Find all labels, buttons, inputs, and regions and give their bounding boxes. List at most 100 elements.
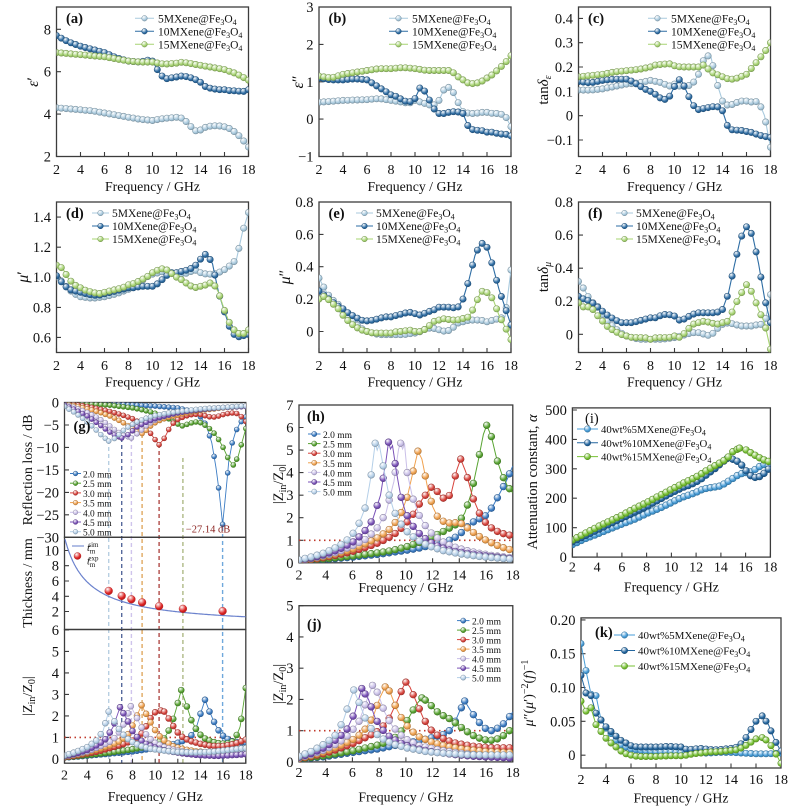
svg-text:0: 0 bbox=[286, 755, 293, 771]
svg-text:15MXene@Fe3O4: 15MXene@Fe3O4 bbox=[376, 234, 460, 248]
svg-text:4: 4 bbox=[599, 163, 606, 178]
svg-text:3.0 mm: 3.0 mm bbox=[83, 490, 112, 500]
svg-text:10: 10 bbox=[668, 359, 682, 374]
svg-text:2: 2 bbox=[578, 773, 585, 788]
svg-text:10: 10 bbox=[408, 359, 422, 374]
svg-text:12: 12 bbox=[692, 359, 706, 374]
svg-text:−10: −10 bbox=[36, 440, 59, 456]
svg-text:8: 8 bbox=[643, 561, 650, 576]
svg-text:14: 14 bbox=[194, 769, 208, 784]
svg-text:4.0 mm: 4.0 mm bbox=[472, 656, 502, 666]
svg-text:tanδμ: tanδμ bbox=[536, 262, 554, 292]
svg-text:6: 6 bbox=[44, 65, 51, 81]
svg-text:12: 12 bbox=[689, 561, 703, 576]
svg-text:5: 5 bbox=[286, 599, 293, 615]
svg-text:14: 14 bbox=[452, 766, 466, 781]
svg-text:tmsim: tmsim bbox=[87, 541, 99, 556]
svg-text:8: 8 bbox=[388, 163, 395, 178]
svg-text:16: 16 bbox=[749, 773, 763, 788]
svg-text:6: 6 bbox=[101, 359, 108, 374]
svg-text:|Zin/Z0|: |Zin/Z0| bbox=[271, 664, 289, 704]
svg-text:6: 6 bbox=[52, 574, 59, 590]
svg-text:4.5 mm: 4.5 mm bbox=[472, 665, 502, 675]
svg-text:4: 4 bbox=[599, 359, 606, 374]
svg-text:5MXene@Fe3O4: 5MXene@Fe3O4 bbox=[158, 13, 237, 27]
svg-text:1: 1 bbox=[286, 533, 293, 549]
svg-text:2: 2 bbox=[44, 150, 51, 166]
svg-text:0: 0 bbox=[52, 752, 59, 768]
svg-text:(g): (g) bbox=[74, 419, 91, 435]
svg-text:0.6: 0.6 bbox=[555, 228, 573, 244]
svg-text:4: 4 bbox=[603, 773, 610, 788]
svg-text:4: 4 bbox=[322, 766, 329, 781]
svg-text:18: 18 bbox=[242, 359, 256, 374]
svg-text:(h): (h) bbox=[307, 409, 325, 425]
svg-text:0.2: 0.2 bbox=[555, 60, 573, 76]
svg-text:μ″: μ″ bbox=[277, 270, 294, 286]
svg-text:2: 2 bbox=[316, 359, 323, 374]
svg-text:−27.14 dB: −27.14 dB bbox=[186, 525, 230, 536]
svg-text:0: 0 bbox=[568, 748, 575, 764]
svg-text:Frequency / GHz: Frequency / GHz bbox=[627, 375, 722, 390]
svg-text:8: 8 bbox=[647, 163, 654, 178]
svg-text:0.6: 0.6 bbox=[33, 330, 51, 346]
svg-text:8: 8 bbox=[388, 359, 395, 374]
svg-text:10: 10 bbox=[668, 163, 682, 178]
svg-text:0.4: 0.4 bbox=[555, 261, 574, 277]
svg-text:6: 6 bbox=[106, 769, 113, 784]
svg-text:18: 18 bbox=[774, 773, 788, 788]
svg-text:40wt%15MXene@Fe3O4: 40wt%15MXene@Fe3O4 bbox=[601, 452, 711, 466]
svg-text:−30: −30 bbox=[36, 530, 59, 546]
svg-text:18: 18 bbox=[764, 359, 778, 374]
svg-text:40wt%5MXene@Fe3O4: 40wt%5MXene@Fe3O4 bbox=[638, 630, 745, 644]
svg-text:12: 12 bbox=[426, 569, 440, 584]
svg-text:16: 16 bbox=[739, 561, 753, 576]
svg-text:4.0 mm: 4.0 mm bbox=[323, 469, 353, 479]
svg-text:2: 2 bbox=[286, 692, 293, 708]
svg-text:6: 6 bbox=[101, 163, 108, 178]
svg-text:2: 2 bbox=[296, 766, 303, 781]
svg-text:10MXene@Fe3O4: 10MXene@Fe3O4 bbox=[671, 26, 755, 40]
svg-text:4: 4 bbox=[84, 769, 91, 784]
svg-text:15MXene@Fe3O4: 15MXene@Fe3O4 bbox=[158, 39, 242, 53]
svg-text:4: 4 bbox=[52, 589, 60, 605]
svg-text:0.8: 0.8 bbox=[33, 300, 51, 316]
svg-text:6: 6 bbox=[618, 561, 625, 576]
svg-text:−25: −25 bbox=[36, 508, 59, 524]
svg-text:2: 2 bbox=[575, 163, 582, 178]
svg-text:14: 14 bbox=[194, 163, 208, 178]
svg-text:18: 18 bbox=[504, 359, 518, 374]
svg-text:6: 6 bbox=[628, 773, 635, 788]
svg-text:18: 18 bbox=[763, 561, 777, 576]
svg-text:10: 10 bbox=[146, 163, 160, 178]
svg-text:4: 4 bbox=[77, 163, 84, 178]
svg-text:8: 8 bbox=[376, 569, 383, 584]
svg-text:3: 3 bbox=[286, 488, 293, 504]
svg-text:1.2: 1.2 bbox=[33, 240, 51, 256]
svg-text:2: 2 bbox=[53, 163, 60, 178]
svg-text:15MXene@Fe3O4: 15MXene@Fe3O4 bbox=[112, 234, 196, 248]
svg-text:2: 2 bbox=[306, 37, 313, 53]
svg-text:2: 2 bbox=[286, 511, 293, 527]
svg-text:6: 6 bbox=[286, 421, 293, 437]
svg-text:4.5 mm: 4.5 mm bbox=[83, 519, 112, 529]
svg-text:Attenuation constant, α: Attenuation constant, α bbox=[525, 414, 541, 550]
svg-text:14: 14 bbox=[452, 569, 466, 584]
svg-text:3: 3 bbox=[286, 661, 293, 677]
svg-text:40wt%10MXene@Fe3O4: 40wt%10MXene@Fe3O4 bbox=[638, 646, 750, 660]
svg-text:8: 8 bbox=[125, 359, 132, 374]
svg-text:3.5 mm: 3.5 mm bbox=[472, 646, 502, 656]
svg-text:3: 3 bbox=[306, 0, 313, 16]
svg-text:μ″(μ′)−2(f)−1: μ″(μ′)−2(f)−1 bbox=[520, 660, 537, 728]
svg-text:0.10: 0.10 bbox=[550, 681, 575, 697]
svg-text:Frequency / GHz: Frequency / GHz bbox=[624, 580, 719, 595]
svg-text:4: 4 bbox=[286, 630, 294, 646]
svg-text:6: 6 bbox=[623, 359, 630, 374]
svg-text:Frequency / GHz: Frequency / GHz bbox=[367, 179, 462, 194]
svg-text:5: 5 bbox=[52, 644, 59, 660]
svg-text:18: 18 bbox=[239, 769, 253, 784]
svg-text:5MXene@Fe3O4: 5MXene@Fe3O4 bbox=[412, 13, 491, 27]
svg-text:10: 10 bbox=[148, 769, 162, 784]
svg-text:14: 14 bbox=[716, 163, 730, 178]
svg-text:−15: −15 bbox=[36, 463, 59, 479]
